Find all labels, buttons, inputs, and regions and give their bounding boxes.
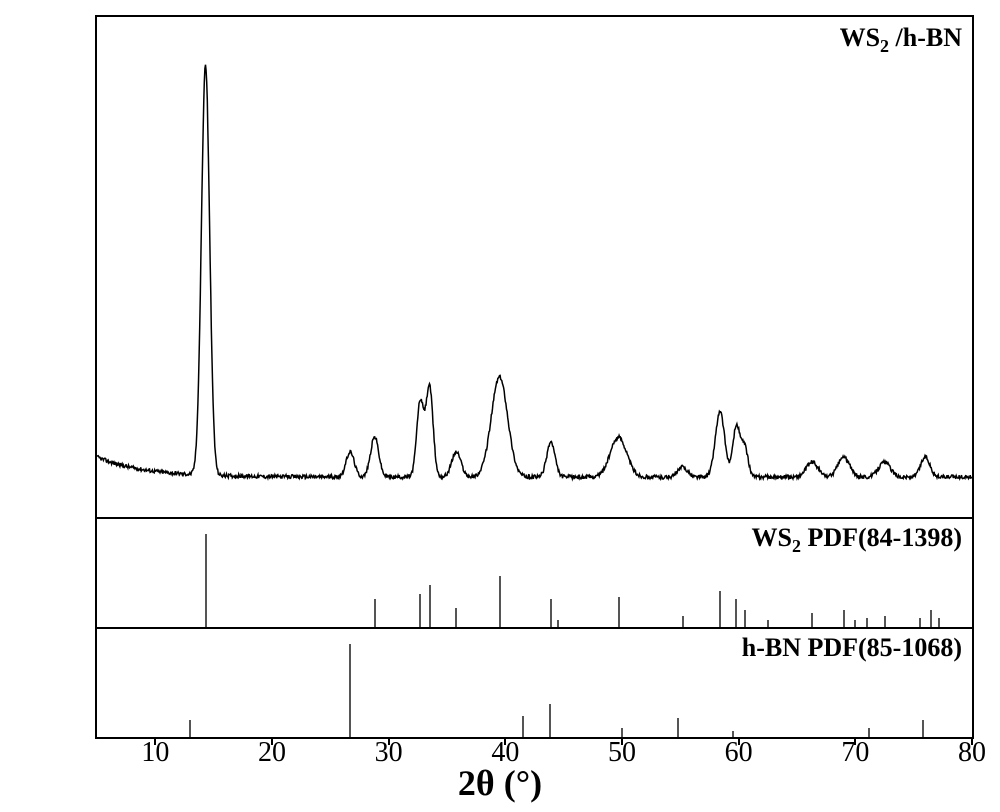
- reference-peak: [189, 720, 191, 737]
- panel-main: WS2 /h-BN: [97, 17, 972, 519]
- reference-peak: [843, 610, 845, 627]
- reference-peak: [854, 620, 856, 627]
- reference-peak: [557, 620, 559, 627]
- x-tick-label: 60: [725, 737, 753, 777]
- reference-peak: [719, 591, 721, 627]
- reference-peak: [205, 534, 207, 628]
- reference-peak: [938, 618, 940, 627]
- panel-main-label: WS2 /h-BN: [840, 23, 962, 57]
- x-tick-label: 80: [958, 737, 986, 777]
- xrd-chart: Intensity (a.u) 2θ (°) WS2 /h-BN WS2 PDF…: [0, 0, 1000, 812]
- reference-peak: [868, 728, 870, 737]
- reference-peak: [549, 704, 551, 737]
- reference-peak: [735, 599, 737, 627]
- reference-peak: [930, 610, 932, 627]
- reference-peak: [550, 599, 552, 627]
- x-tick-label: 30: [375, 737, 403, 777]
- x-tick-label: 10: [141, 737, 169, 777]
- reference-peak: [677, 718, 679, 737]
- panel-ref2-label: h-BN PDF(85-1068): [742, 633, 962, 663]
- reference-peak: [455, 608, 457, 627]
- reference-peak: [419, 594, 421, 627]
- reference-peak: [919, 618, 921, 627]
- reference-peak: [522, 716, 524, 737]
- plot-area: WS2 /h-BN WS2 PDF(84-1398) h-BN PDF(85-1…: [95, 15, 974, 739]
- reference-peak: [744, 610, 746, 627]
- reference-peak: [429, 585, 431, 627]
- x-tick-label: 40: [491, 737, 519, 777]
- reference-peak: [374, 599, 376, 627]
- reference-peak: [349, 644, 351, 738]
- panel-ref1: WS2 PDF(84-1398): [97, 517, 972, 629]
- reference-peak: [499, 576, 501, 627]
- xrd-curve: [97, 17, 972, 517]
- x-tick-label: 70: [841, 737, 869, 777]
- reference-peak: [682, 616, 684, 627]
- panel-ref2: h-BN PDF(85-1068): [97, 627, 972, 739]
- reference-peak: [884, 616, 886, 627]
- reference-peak: [922, 720, 924, 737]
- x-tick-label: 20: [258, 737, 286, 777]
- x-tick-label: 50: [608, 737, 636, 777]
- reference-peak: [621, 728, 623, 737]
- reference-peak: [866, 618, 868, 627]
- reference-peak: [618, 597, 620, 627]
- panel-ref1-label: WS2 PDF(84-1398): [752, 523, 962, 557]
- reference-peak: [767, 620, 769, 627]
- reference-peak: [811, 613, 813, 627]
